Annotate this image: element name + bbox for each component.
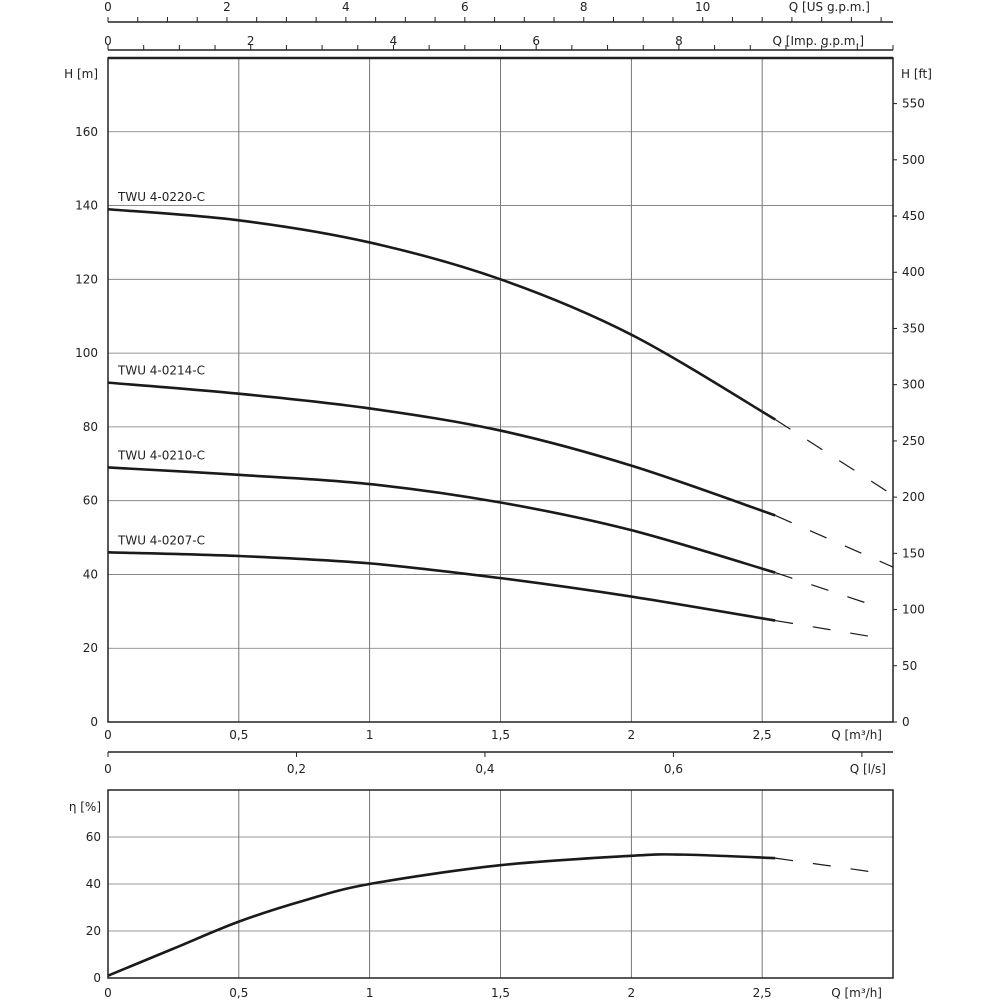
curve-extension-dashed (774, 419, 894, 496)
eff-y-tick-label: 0 (93, 971, 101, 985)
y-tick-label: 160 (75, 125, 98, 139)
eff-x-axis-label: Q [m³/h] (831, 986, 882, 1000)
eff-x-tick-label: 0,5 (229, 986, 248, 1000)
top-axis-label: Q [Imp. g.p.m.] (773, 34, 864, 48)
x-tick-label: 1 (366, 728, 374, 742)
x-tick-label: 0,5 (229, 728, 248, 742)
top-axis-label: Q [US g.p.m.] (789, 0, 870, 14)
curve-twu-4-0220-c (107, 207, 776, 421)
plot-frame-efficiency (107, 789, 894, 979)
bottom-axis2-tick-label: 0 (104, 762, 112, 776)
top-axis-tick-label: 2 (247, 34, 255, 48)
y-tick-label: 80 (83, 420, 98, 434)
y-right-tick-label: 50 (902, 659, 917, 673)
y-tick-label: 60 (83, 494, 98, 508)
eff-x-tick-label: 0 (104, 986, 112, 1000)
curve-extension-dashed (775, 514, 894, 568)
top-axis-tick-label: 10 (695, 0, 710, 14)
curve-label: TWU 4-0210-C (117, 448, 205, 462)
y-right-tick-label: 350 (902, 321, 925, 335)
x-tick-label: 2 (628, 728, 636, 742)
top-axis-tick-label: 4 (390, 34, 398, 48)
y-right-tick-label: 300 (902, 378, 925, 392)
x-tick-label: 1,5 (491, 728, 510, 742)
y-right-tick-label: 400 (902, 265, 925, 279)
y-right-axis-label: H [ft] (901, 67, 932, 81)
top-axis-tick-label: 0 (104, 0, 112, 14)
curve-label: TWU 4-0214-C (117, 364, 205, 378)
eff-x-tick-label: 2,5 (753, 986, 772, 1000)
y-tick-label: 0 (90, 715, 98, 729)
x-tick-label: 0 (104, 728, 112, 742)
top-axis-tick-label: 0 (104, 34, 112, 48)
bottom-axis2-tick-label: 0,4 (475, 762, 494, 776)
curve-extension-dashed (775, 619, 875, 638)
curve-label: TWU 4-0220-C (117, 190, 205, 204)
bottom-axis2-label: Q [l/s] (850, 762, 886, 776)
eff-x-tick-label: 2 (628, 986, 636, 1000)
eff-y-tick-label: 60 (86, 830, 101, 844)
eff-y-axis-label: η [%] (69, 800, 101, 814)
eff-x-tick-label: 1,5 (491, 986, 510, 1000)
top-axis-tick-label: 6 (532, 34, 540, 48)
top-axis-tick-label: 8 (675, 34, 683, 48)
y-tick-label: 100 (75, 346, 98, 360)
y-right-tick-label: 100 (902, 603, 925, 617)
curve-label: TWU 4-0207-C (117, 533, 205, 547)
curve-twu-4-0210-c (107, 466, 776, 574)
curve-twu-4-0214-c (107, 381, 776, 517)
y-tick-label: 120 (75, 272, 98, 286)
eff-x-tick-label: 1 (366, 986, 374, 1000)
y-tick-label: 40 (83, 567, 98, 581)
y-right-tick-label: 250 (902, 434, 925, 448)
curve-extension-dashed (775, 857, 875, 873)
y-tick-label: 140 (75, 199, 98, 213)
x-axis-label: Q [m³/h] (831, 728, 882, 742)
top-axis-tick-label: 4 (342, 0, 350, 14)
y-axis-label: H [m] (64, 67, 98, 81)
bottom-axis2-tick-label: 0,2 (287, 762, 306, 776)
curve-twu-4-0207-c (107, 551, 776, 622)
bottom-axis2-tick-label: 0,6 (664, 762, 683, 776)
top-axis-tick-label: 8 (580, 0, 588, 14)
y-right-tick-label: 500 (902, 153, 925, 167)
y-tick-label: 20 (83, 641, 98, 655)
curve-efficiency (107, 853, 776, 977)
eff-y-tick-label: 20 (86, 924, 101, 938)
y-right-tick-label: 450 (902, 209, 925, 223)
y-right-tick-label: 200 (902, 490, 925, 504)
y-right-tick-label: 550 (902, 97, 925, 111)
top-axis-tick-label: 2 (223, 0, 231, 14)
y-right-tick-label: 150 (902, 546, 925, 560)
x-tick-label: 2,5 (753, 728, 772, 742)
top-axis-tick-label: 6 (461, 0, 469, 14)
curve-extension-dashed (775, 572, 875, 607)
eff-y-tick-label: 40 (86, 877, 101, 891)
y-right-tick-label: 0 (902, 715, 910, 729)
